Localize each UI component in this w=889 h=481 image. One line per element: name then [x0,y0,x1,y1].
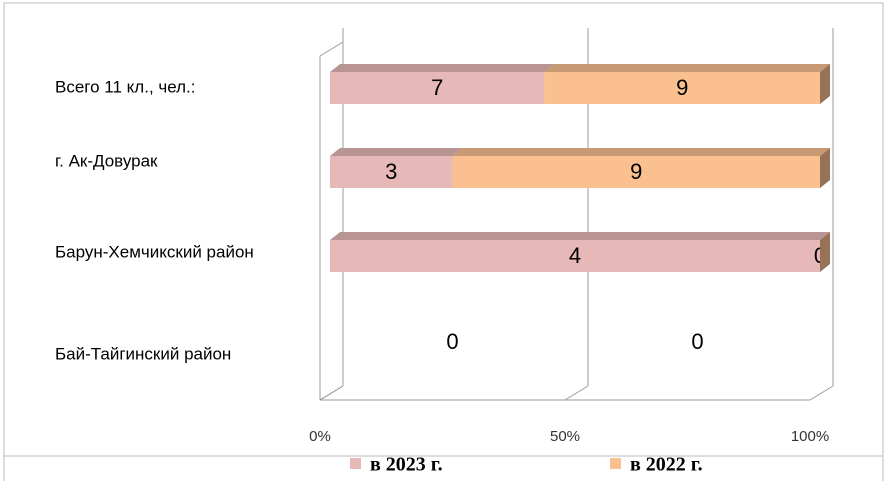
bar-side [820,64,830,104]
bar [544,72,820,104]
bar-top [452,148,830,156]
grid-line [809,385,834,401]
category-label: Всего 11 кл., чел.: [55,77,196,96]
legend-label: в 2022 г. [630,454,703,476]
grid-line [564,385,589,401]
bar [330,156,453,188]
grid-line [319,385,344,401]
legend-label: в 2023 г. [370,454,443,476]
data-label: 0 [691,329,703,354]
category-label: г. Ак-Довурак [55,151,158,170]
bar [330,240,820,272]
category-label: Бай-Тайгинский район [55,344,231,363]
data-label: 9 [630,159,642,184]
bar-side [820,232,830,272]
x-tick-label: 0% [309,428,331,445]
bar [330,72,545,104]
wall-edge [319,41,344,57]
bar-top [330,148,463,156]
data-label: 0 [446,329,458,354]
bar [452,156,820,188]
bar-top [330,64,555,72]
x-tick-label: 50% [550,428,580,445]
legend-swatch [350,458,361,469]
bar-side [820,148,830,188]
data-label: 7 [431,75,443,100]
data-label: 3 [385,159,397,184]
bar-top [330,232,830,240]
data-label: 4 [569,243,581,268]
legend-swatch [610,458,621,469]
bar-top [544,64,830,72]
x-tick-label: 100% [791,428,829,445]
data-label: 9 [676,75,688,100]
category-label: Барун-Хемчикский район [55,242,254,261]
